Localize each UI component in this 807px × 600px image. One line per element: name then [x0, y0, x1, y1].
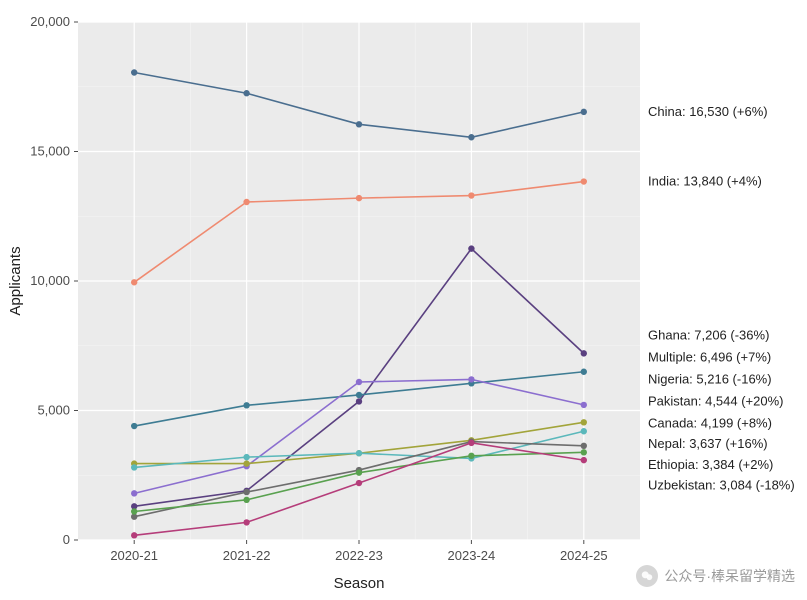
series-label-ethiopia: Ethiopia: 3,384 (+2%): [648, 457, 773, 472]
y-axis-title: Applicants: [7, 246, 24, 315]
series-point-canada: [581, 428, 587, 434]
x-tick-label: 2021-22: [223, 548, 271, 563]
series-point-multiple: [131, 423, 137, 429]
x-axis-title: Season: [334, 575, 385, 592]
series-point-india: [131, 279, 137, 285]
series-label-nigeria: Nigeria: 5,216 (-16%): [648, 371, 772, 386]
series-point-india: [243, 199, 249, 205]
series-point-nigeria: [581, 402, 587, 408]
series-point-china: [468, 134, 474, 140]
applicants-by-country-chart: 0 5,000 10,000 15,000 20,000 2020-21 2021-22 20…: [0, 0, 807, 595]
series-point-ethiopia: [131, 508, 137, 514]
series-point-ethiopia: [468, 453, 474, 459]
series-point-china: [243, 90, 249, 96]
series-point-uzbekistan: [468, 440, 474, 446]
series-point-ethiopia: [581, 449, 587, 455]
x-tick-label: 2020-21: [110, 548, 158, 563]
series-point-china: [581, 109, 587, 115]
series-point-ghana: [468, 245, 474, 251]
series-label-india: India: 13,840 (+4%): [648, 174, 762, 189]
series-point-multiple: [243, 402, 249, 408]
series-label-nepal: Nepal: 3,637 (+16%): [648, 436, 768, 451]
y-tick-label: 5,000: [37, 403, 70, 418]
series-point-canada: [131, 464, 137, 470]
series-point-canada: [356, 450, 362, 456]
chart-svg: 0 5,000 10,000 15,000 20,000 2020-21 2021-22 20…: [0, 0, 807, 595]
series-point-pakistan: [581, 419, 587, 425]
series-point-uzbekistan: [243, 519, 249, 525]
series-point-nigeria: [356, 379, 362, 385]
series-point-ghana: [581, 350, 587, 356]
y-tick-label: 15,000: [30, 144, 70, 159]
series-point-nepal: [581, 443, 587, 449]
series-label-uzbekistan: Uzbekistan: 3,084 (-18%): [648, 478, 795, 493]
x-tick-label: 2023-24: [448, 548, 496, 563]
x-tick-label: 2024-25: [560, 548, 608, 563]
series-point-ghana: [356, 398, 362, 404]
series-label-canada: Canada: 4,199 (+8%): [648, 415, 772, 430]
series-label-multiple: Multiple: 6,496 (+7%): [648, 349, 771, 364]
series-label-ghana: Ghana: 7,206 (-36%): [648, 327, 769, 342]
series-point-india: [356, 195, 362, 201]
series-point-india: [581, 178, 587, 184]
series-point-multiple: [581, 369, 587, 375]
series-point-uzbekistan: [581, 457, 587, 463]
series-point-ethiopia: [356, 469, 362, 475]
y-tick-label: 0: [63, 532, 70, 547]
series-label-pakistan: Pakistan: 4,544 (+20%): [648, 393, 784, 408]
y-tick-label: 20,000: [30, 14, 70, 29]
series-point-india: [468, 192, 474, 198]
series-point-uzbekistan: [356, 480, 362, 486]
series-point-pakistan: [243, 460, 249, 466]
x-tick-label: 2022-23: [335, 548, 383, 563]
series-point-china: [356, 121, 362, 127]
series-point-nepal: [243, 489, 249, 495]
series-point-nigeria: [468, 376, 474, 382]
series-point-nigeria: [131, 490, 137, 496]
series-point-uzbekistan: [131, 532, 137, 538]
series-label-china: China: 16,530 (+6%): [648, 104, 768, 119]
series-point-multiple: [356, 392, 362, 398]
series-point-ethiopia: [243, 497, 249, 503]
series-point-china: [131, 69, 137, 75]
series-point-canada: [243, 454, 249, 460]
y-tick-label: 10,000: [30, 273, 70, 288]
